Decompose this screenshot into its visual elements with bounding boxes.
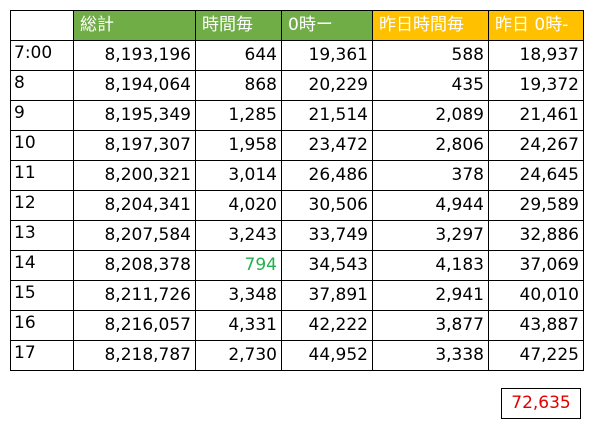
header-total: 総計 xyxy=(73,10,196,41)
time-cell: 14 xyxy=(10,250,74,281)
cumulative-cell: 33,749 xyxy=(281,220,373,251)
yesterday-cumulative-cell: 43,887 xyxy=(488,310,584,341)
header-cumulative: 0時ー xyxy=(281,10,373,41)
table-row: 7:00 8,193,196 644 19,361 588 18,937 xyxy=(10,40,584,71)
yesterday-hourly-cell: 2,941 xyxy=(372,280,489,311)
hourly-cell: 2,730 xyxy=(195,340,282,371)
time-cell: 7:00 xyxy=(10,40,74,71)
hourly-cell: 794 xyxy=(195,250,282,281)
header-yesterday-cumulative: 昨日 0時- xyxy=(488,10,584,41)
total-cell: 8,218,787 xyxy=(73,340,196,371)
table-row: 17 8,218,787 2,730 44,952 3,338 47,225 xyxy=(10,340,584,371)
yesterday-hourly-cell: 4,944 xyxy=(372,190,489,221)
time-cell: 13 xyxy=(10,220,74,251)
total-cell: 8,193,196 xyxy=(73,40,196,71)
time-cell: 15 xyxy=(10,280,74,311)
table-row: 14 8,208,378 794 34,543 4,183 37,069 xyxy=(10,250,584,281)
table-row: 13 8,207,584 3,243 33,749 3,297 32,886 xyxy=(10,220,584,251)
hourly-cell: 1,285 xyxy=(195,100,282,131)
yesterday-hourly-cell: 2,806 xyxy=(372,130,489,161)
yesterday-hourly-cell: 2,089 xyxy=(372,100,489,131)
header-row: 総計 時間毎 0時ー 昨日時間毎 昨日 0時- xyxy=(10,10,584,41)
hourly-cell: 3,014 xyxy=(195,160,282,191)
yesterday-hourly-cell: 3,297 xyxy=(372,220,489,251)
time-cell: 11 xyxy=(10,160,74,191)
grand-total-cell: 72,635 xyxy=(501,388,581,419)
table-row: 16 8,216,057 4,331 42,222 3,877 43,887 xyxy=(10,310,584,341)
hourly-cell: 868 xyxy=(195,70,282,101)
hourly-cell: 1,958 xyxy=(195,130,282,161)
total-cell: 8,208,378 xyxy=(73,250,196,281)
total-cell: 8,207,584 xyxy=(73,220,196,251)
table-row: 10 8,197,307 1,958 23,472 2,806 24,267 xyxy=(10,130,584,161)
yesterday-hourly-cell: 435 xyxy=(372,70,489,101)
header-yesterday-hourly: 昨日時間毎 xyxy=(372,10,489,41)
hourly-cell: 4,331 xyxy=(195,310,282,341)
yesterday-cumulative-cell: 19,372 xyxy=(488,70,584,101)
table-row: 12 8,204,341 4,020 30,506 4,944 29,589 xyxy=(10,190,584,221)
table-row: 8 8,194,064 868 20,229 435 19,372 xyxy=(10,70,584,101)
total-cell: 8,204,341 xyxy=(73,190,196,221)
total-cell: 8,197,307 xyxy=(73,130,196,161)
yesterday-cumulative-cell: 24,267 xyxy=(488,130,584,161)
yesterday-cumulative-cell: 29,589 xyxy=(488,190,584,221)
cumulative-cell: 30,506 xyxy=(281,190,373,221)
table-body: 7:00 8,193,196 644 19,361 588 18,937 8 8,194,06… xyxy=(10,40,584,371)
total-cell: 8,195,349 xyxy=(73,100,196,131)
yesterday-cumulative-cell: 47,225 xyxy=(488,340,584,371)
yesterday-cumulative-cell: 32,886 xyxy=(488,220,584,251)
total-cell: 8,211,726 xyxy=(73,280,196,311)
cumulative-cell: 19,361 xyxy=(281,40,373,71)
total-cell: 8,200,321 xyxy=(73,160,196,191)
yesterday-hourly-cell: 3,338 xyxy=(372,340,489,371)
cumulative-cell: 23,472 xyxy=(281,130,373,161)
cumulative-cell: 20,229 xyxy=(281,70,373,101)
header-hourly: 時間毎 xyxy=(195,10,282,41)
time-cell: 10 xyxy=(10,130,74,161)
cumulative-cell: 34,543 xyxy=(281,250,373,281)
yesterday-cumulative-cell: 37,069 xyxy=(488,250,584,281)
time-cell: 9 xyxy=(10,100,74,131)
yesterday-hourly-cell: 4,183 xyxy=(372,250,489,281)
hourly-cell: 3,348 xyxy=(195,280,282,311)
hourly-count-table: 総計 時間毎 0時ー 昨日時間毎 昨日 0時- 7:00 8,193,196 644… xyxy=(10,10,584,371)
cumulative-cell: 21,514 xyxy=(281,100,373,131)
time-cell: 8 xyxy=(10,70,74,101)
yesterday-cumulative-cell: 18,937 xyxy=(488,40,584,71)
cumulative-cell: 42,222 xyxy=(281,310,373,341)
total-cell: 8,216,057 xyxy=(73,310,196,341)
table-row: 9 8,195,349 1,285 21,514 2,089 21,461 xyxy=(10,100,584,131)
header-corner-cell xyxy=(10,10,74,41)
yesterday-hourly-cell: 378 xyxy=(372,160,489,191)
time-cell: 16 xyxy=(10,310,74,341)
cumulative-cell: 44,952 xyxy=(281,340,373,371)
hourly-cell: 3,243 xyxy=(195,220,282,251)
cumulative-cell: 26,486 xyxy=(281,160,373,191)
yesterday-cumulative-cell: 24,645 xyxy=(488,160,584,191)
hourly-cell: 644 xyxy=(195,40,282,71)
table-row: 11 8,200,321 3,014 26,486 378 24,645 xyxy=(10,160,584,191)
time-cell: 17 xyxy=(10,340,74,371)
yesterday-hourly-cell: 588 xyxy=(372,40,489,71)
time-cell: 12 xyxy=(10,190,74,221)
yesterday-hourly-cell: 3,877 xyxy=(372,310,489,341)
cumulative-cell: 37,891 xyxy=(281,280,373,311)
yesterday-cumulative-cell: 40,010 xyxy=(488,280,584,311)
table-row: 15 8,211,726 3,348 37,891 2,941 40,010 xyxy=(10,280,584,311)
hourly-cell: 4,020 xyxy=(195,190,282,221)
total-cell: 8,194,064 xyxy=(73,70,196,101)
yesterday-cumulative-cell: 21,461 xyxy=(488,100,584,131)
